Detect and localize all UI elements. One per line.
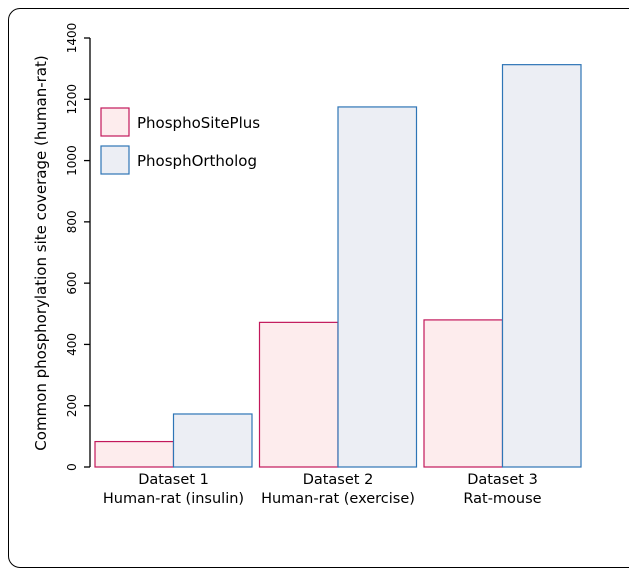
y-axis-title: Common phosphorylation site coverage (hu…	[32, 55, 50, 450]
y-tick-label: 1200	[65, 84, 79, 115]
y-tick-label: 1000	[65, 145, 79, 176]
legend: PhosphoSitePlus PhosphOrtholog	[100, 107, 260, 175]
legend-swatch-phosphortholog	[100, 145, 130, 175]
y-tick-label: 0	[65, 463, 79, 471]
category-label-line2: Rat-mouse	[463, 491, 541, 507]
x-axis-labels: Dataset 1 Human-rat (insulin) Dataset 2 Hum…	[103, 472, 542, 507]
category-label-line2: Human-rat (insulin)	[103, 491, 244, 507]
bar-phosphortholog-3	[501, 64, 582, 468]
legend-label-phosphortholog: PhosphOrtholog	[137, 152, 257, 170]
bars	[94, 64, 582, 468]
legend-swatch-phosphositeplus	[100, 107, 130, 137]
bar-chart: 0 200 400 600 800 1000 1200 1400 Dataset 1 Human…	[32, 23, 582, 507]
category-label-line1: Dataset 1	[138, 472, 209, 488]
y-axis: 0 200 400 600 800 1000 1200 1400	[65, 23, 91, 471]
category-label-line1: Dataset 3	[467, 472, 538, 488]
y-tick-label: 400	[65, 333, 79, 356]
bar-phosphositeplus-2	[258, 321, 339, 468]
legend-label-phosphositeplus: PhosphoSitePlus	[137, 114, 260, 132]
bar-phosphositeplus-3	[423, 319, 504, 468]
category-label-line2: Human-rat (exercise)	[261, 491, 415, 507]
y-tick-label: 800	[65, 210, 79, 233]
bar-phosphositeplus-1	[94, 440, 175, 468]
y-tick-label: 600	[65, 272, 79, 295]
bar-phosphortholog-2	[337, 106, 418, 468]
y-tick-label: 1400	[65, 23, 79, 54]
y-tick-label: 200	[65, 394, 79, 417]
bar-phosphortholog-1	[172, 413, 253, 468]
category-label-line1: Dataset 2	[303, 472, 374, 488]
